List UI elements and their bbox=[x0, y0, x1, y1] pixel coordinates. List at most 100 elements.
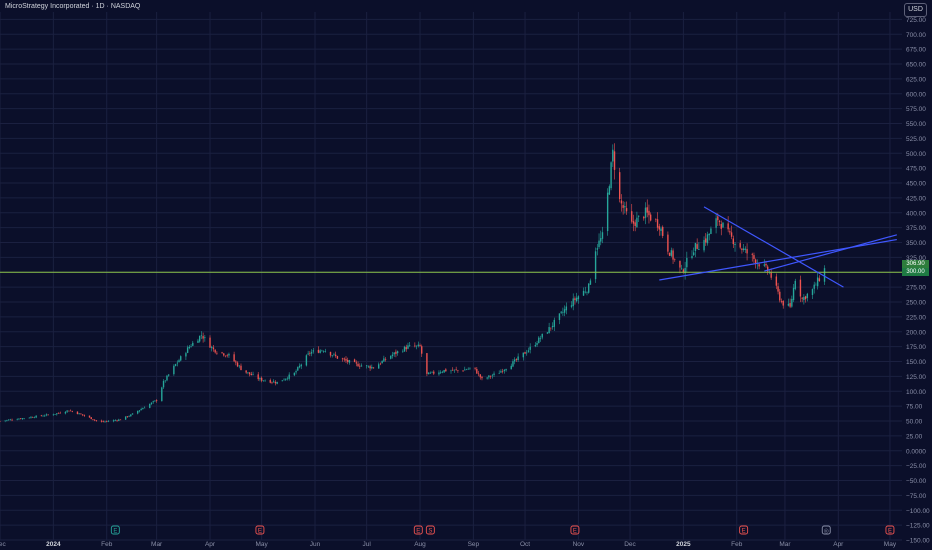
candle-body bbox=[345, 359, 347, 361]
candle-body bbox=[457, 370, 459, 371]
candle-body bbox=[550, 327, 552, 329]
candle-body bbox=[343, 358, 345, 360]
candle-body bbox=[703, 240, 705, 251]
candle-body bbox=[331, 355, 333, 356]
candle-body bbox=[498, 373, 500, 374]
candle-body bbox=[138, 410, 141, 412]
x-tick-label: Mar bbox=[151, 541, 163, 548]
candle-body bbox=[329, 351, 332, 356]
candle-body bbox=[281, 380, 284, 382]
candle-body bbox=[684, 268, 686, 274]
candle-body bbox=[727, 223, 729, 230]
candle-body bbox=[102, 421, 104, 423]
x-tick-label: Feb bbox=[101, 541, 113, 548]
candle-body bbox=[360, 365, 363, 367]
x-axis: Dec 2024 Feb Mar Apr May Jun Jul Aug Sep Oct Nov Dec… bbox=[0, 541, 897, 548]
candle-body bbox=[260, 377, 263, 381]
candle-body bbox=[167, 374, 170, 376]
x-tick-label: Jun bbox=[310, 541, 321, 548]
candle-body bbox=[336, 356, 339, 359]
candle-body bbox=[634, 222, 636, 227]
candle-body bbox=[643, 216, 645, 219]
candle-body bbox=[107, 421, 110, 422]
y-tick-label: −50.00 bbox=[906, 478, 926, 485]
candle-body bbox=[395, 351, 397, 354]
x-tick-label: Apr bbox=[833, 541, 844, 548]
candle-body bbox=[469, 367, 471, 369]
candle-body bbox=[606, 192, 609, 232]
candle-body bbox=[613, 151, 616, 170]
candle-body bbox=[324, 351, 327, 352]
candle-body bbox=[512, 361, 514, 367]
y-tick-label: 250.00 bbox=[906, 300, 926, 307]
candle-body bbox=[16, 419, 18, 421]
event-marker-label: E bbox=[888, 528, 892, 534]
candle-body bbox=[23, 418, 25, 419]
candle-body bbox=[551, 325, 554, 328]
candle-body bbox=[40, 415, 43, 417]
candle-body bbox=[81, 414, 84, 416]
candle-body bbox=[527, 350, 530, 352]
y-tick-label: −75.00 bbox=[906, 493, 926, 500]
y-tick-label: 400.00 bbox=[906, 210, 926, 217]
candle-body bbox=[594, 251, 597, 280]
event-markers: E E E S E E ◎ E bbox=[110, 525, 895, 535]
candle-body bbox=[780, 301, 783, 302]
y-tick-label: 725.00 bbox=[906, 17, 926, 24]
candle-body bbox=[646, 207, 648, 213]
candle-body bbox=[204, 337, 206, 339]
candle-body bbox=[479, 374, 481, 378]
candle-body bbox=[441, 371, 444, 373]
candle-body bbox=[216, 352, 218, 354]
candle-body bbox=[758, 264, 760, 267]
candle-body bbox=[649, 214, 652, 221]
candle-body bbox=[779, 291, 781, 301]
candle-body bbox=[445, 369, 447, 372]
candle-body bbox=[403, 346, 406, 352]
candle-body bbox=[493, 373, 495, 375]
candle-body bbox=[137, 411, 139, 414]
event-marker-label: E bbox=[258, 528, 262, 534]
currency-button[interactable]: USD bbox=[904, 3, 927, 17]
candle-body bbox=[618, 172, 621, 200]
candle-body bbox=[54, 414, 56, 415]
candle-body bbox=[452, 369, 454, 371]
candle-body bbox=[706, 234, 709, 244]
candle-body bbox=[71, 411, 73, 412]
price-tag-level: 300.00 bbox=[902, 268, 929, 276]
candle-body bbox=[116, 420, 118, 421]
candle-body bbox=[718, 220, 721, 223]
candle-body bbox=[56, 413, 58, 415]
candle-body bbox=[272, 381, 275, 383]
candle-body bbox=[813, 284, 815, 289]
event-marker-label: ◎ bbox=[824, 528, 829, 534]
candle-body bbox=[149, 403, 151, 408]
candle-body bbox=[130, 414, 132, 417]
y-tick-label: −25.00 bbox=[906, 463, 926, 470]
candle-body bbox=[309, 353, 311, 354]
candle-body bbox=[505, 369, 507, 371]
candle-body bbox=[245, 370, 247, 373]
candle-body bbox=[276, 381, 278, 384]
candle-body bbox=[765, 264, 767, 266]
candle-body bbox=[667, 234, 669, 252]
candle-body bbox=[200, 335, 203, 336]
candle-body bbox=[355, 362, 358, 364]
candle-body bbox=[791, 298, 793, 307]
candle-body bbox=[455, 369, 457, 370]
x-tick-label: Nov bbox=[573, 541, 585, 548]
candle-body bbox=[577, 296, 580, 300]
y-tick-label: 350.00 bbox=[906, 240, 926, 247]
y-tick-label: 150.00 bbox=[906, 359, 926, 366]
candle-body bbox=[114, 420, 117, 421]
y-tick-label: 225.00 bbox=[906, 314, 926, 321]
trendline bbox=[703, 206, 844, 288]
candle-body bbox=[486, 377, 488, 379]
candle-body bbox=[586, 292, 588, 293]
candle-body bbox=[746, 249, 748, 254]
candle-body bbox=[307, 353, 309, 355]
candle-body bbox=[670, 250, 673, 256]
y-tick-label: −125.00 bbox=[906, 523, 930, 530]
